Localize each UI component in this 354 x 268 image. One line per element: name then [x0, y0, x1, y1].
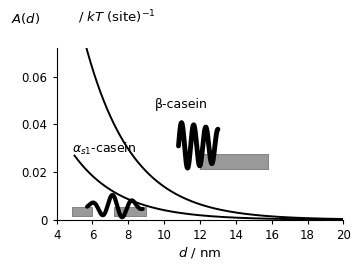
Text: $A(d)$: $A(d)$ — [11, 11, 40, 26]
Bar — [72, 207, 92, 216]
Bar — [200, 154, 268, 169]
Text: / $kT$ (site)$^{-1}$: / $kT$ (site)$^{-1}$ — [78, 8, 156, 26]
Text: β-casein: β-casein — [155, 98, 208, 111]
Text: $\alpha_{s1}$-casein: $\alpha_{s1}$-casein — [72, 141, 136, 157]
X-axis label: $d$ / nm: $d$ / nm — [178, 245, 222, 260]
Bar — [114, 207, 146, 216]
